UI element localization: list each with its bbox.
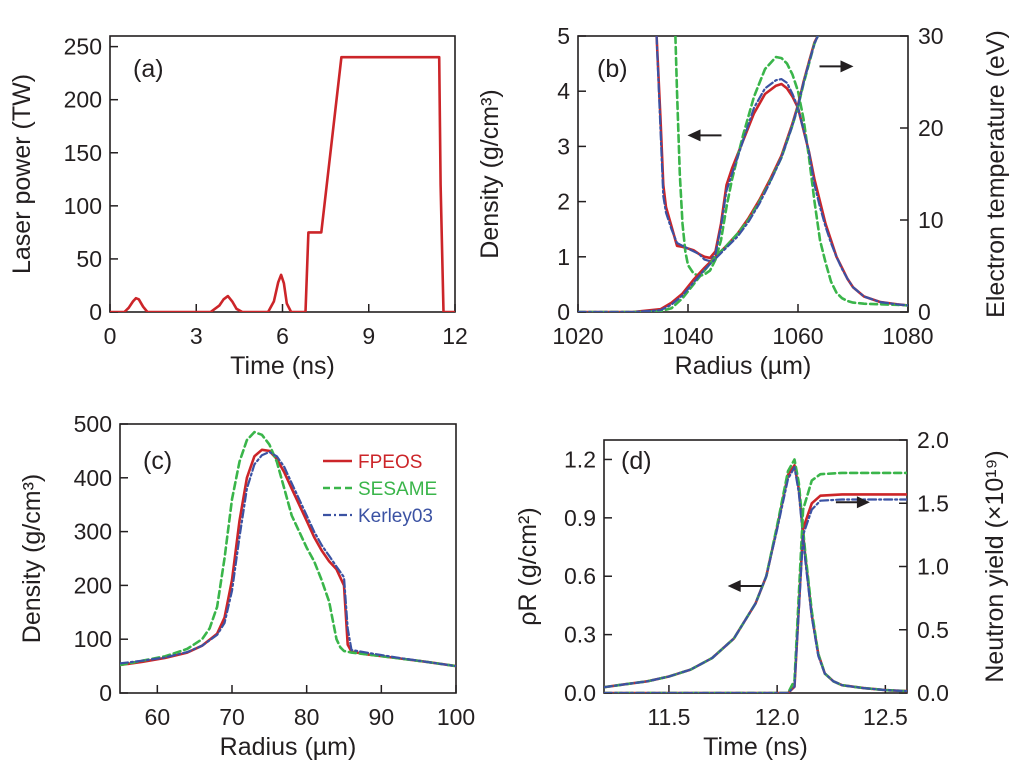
- plot-frame: [119, 423, 457, 694]
- x-tick-label: 80: [294, 704, 320, 730]
- y-right-axis-label: Neutron yield (×10¹⁹): [981, 450, 1009, 682]
- series-group: [110, 55, 455, 312]
- y-right-tick-label: 10: [918, 207, 944, 233]
- arrow-head-right: [840, 60, 854, 73]
- legend: FPEOS SESAME Kerley03: [323, 452, 437, 527]
- y-right-tick-label: 0.5: [917, 617, 949, 643]
- x-axis-label: Radius (µm): [675, 352, 812, 380]
- y-tick-label: 0: [557, 299, 570, 325]
- panel-label: (b): [597, 55, 628, 83]
- series-line-fpeos-density: [655, 36, 908, 307]
- y-right-tick-label: 30: [918, 23, 944, 49]
- panel-label: (c): [143, 447, 172, 475]
- y-tick-label: 5: [557, 23, 570, 49]
- series-group: [120, 430, 456, 668]
- legend-label-sesame: SESAME: [358, 479, 437, 500]
- series-line-kerley03: [120, 450, 456, 668]
- x-tick-label: 12: [442, 323, 468, 349]
- x-axis-label: Radius (µm): [220, 733, 357, 761]
- panel-a: 0 3 6 9 12 0 50 100 150 200 250 Time (ns) Laser powe…: [8, 34, 468, 380]
- y-tick-label: 2: [557, 189, 570, 215]
- y-tick-label: 300: [74, 519, 112, 545]
- y-axis-label: Laser power (TW): [8, 74, 36, 274]
- series-line-kerley03-r: [604, 466, 907, 693]
- legend-label-fpeos: FPEOS: [358, 452, 422, 473]
- arrow-head-right: [856, 496, 870, 509]
- y-axis-label: ρR (g/cm²): [514, 507, 542, 625]
- x-tick-label: 1040: [662, 323, 713, 349]
- series-line-kerley03-temperature: [578, 36, 819, 312]
- y-tick-label: 3: [557, 133, 570, 159]
- series-line-kerley03-density: [655, 36, 908, 307]
- y-tick-label: 200: [64, 87, 102, 113]
- arrow-head-left: [727, 579, 741, 592]
- y-right-tick-label: 0: [918, 299, 931, 325]
- series-line-sesame-density: [674, 36, 908, 307]
- legend-label-kerley: Kerley03: [358, 506, 433, 527]
- y-tick-label: 100: [64, 193, 102, 219]
- y-right-axis-label: Electron temperature (eV): [982, 30, 1010, 318]
- y-tick-label: 0.3: [564, 622, 596, 648]
- series-line-kerley03-yield: [604, 498, 907, 693]
- y-axis-label: Density (g/cm³): [18, 474, 46, 643]
- x-tick-label: 9: [362, 323, 375, 349]
- panel-label: (d): [621, 447, 652, 475]
- y-tick-label: 250: [64, 34, 102, 60]
- x-tick-label: 6: [276, 323, 289, 349]
- x-tick-label: 90: [369, 704, 395, 730]
- series-group: [604, 458, 907, 693]
- x-tick-label: 0: [104, 323, 117, 349]
- x-axis-label: Time (ns): [703, 733, 808, 761]
- y-right-tick-label: 1.5: [917, 490, 949, 516]
- y-tick-label: 0: [99, 680, 112, 706]
- series-line-fpeos-yield: [604, 493, 907, 693]
- panel-c: 60 70 80 90 100 0 100 200 300 400 500 Radius (µm) De…: [18, 411, 475, 761]
- x-tick-label: 100: [437, 704, 475, 730]
- x-tick-label: 1080: [882, 323, 933, 349]
- plot-frame: [603, 439, 908, 694]
- x-tick-label: 3: [190, 323, 203, 349]
- y-axis-label: Density (g/cm³): [476, 89, 504, 258]
- y-tick-label: 0.6: [564, 563, 596, 589]
- y-tick-label: 1.2: [564, 446, 596, 472]
- arrow-head-left: [687, 129, 701, 142]
- y-tick-label: 0: [89, 299, 102, 325]
- y-tick-label: 400: [74, 465, 112, 491]
- panel-d: 11.5 12.0 12.5 0.0 0.3 0.6 0.9 1.2 0.0 0.5 1.0 1.5 2…: [514, 427, 1009, 761]
- x-tick-label: 1060: [772, 323, 823, 349]
- y-tick-label: 50: [76, 246, 102, 272]
- y-right-tick-label: 2.0: [917, 427, 949, 453]
- y-tick-label: 150: [64, 140, 102, 166]
- series-line-laser-pulse: [110, 55, 455, 312]
- series-group: [578, 36, 908, 312]
- x-tick-label: 60: [145, 704, 171, 730]
- panel-label: (a): [133, 55, 164, 83]
- y-tick-label: 200: [74, 572, 112, 598]
- y-right-tick-label: 1.0: [917, 554, 949, 580]
- y-tick-label: 1: [557, 244, 570, 270]
- series-line-sesame: [120, 430, 456, 668]
- y-tick-label: 500: [74, 411, 112, 437]
- x-tick-label: 1020: [552, 323, 603, 349]
- y-right-tick-label: 20: [918, 115, 944, 141]
- y-tick-label: 0.9: [564, 505, 596, 531]
- y-tick-label: 0.0: [564, 680, 596, 706]
- x-tick-label: 12.0: [755, 704, 800, 730]
- y-tick-label: 4: [557, 78, 570, 104]
- plot-frame: [577, 35, 909, 313]
- x-tick-label: 70: [219, 704, 245, 730]
- y-right-tick-label: 0.0: [917, 680, 949, 706]
- y-tick-label: 100: [74, 626, 112, 652]
- x-tick-label: 11.5: [647, 704, 690, 730]
- x-axis-label: Time (ns): [230, 352, 335, 380]
- x-tick-label: 12.5: [863, 704, 908, 730]
